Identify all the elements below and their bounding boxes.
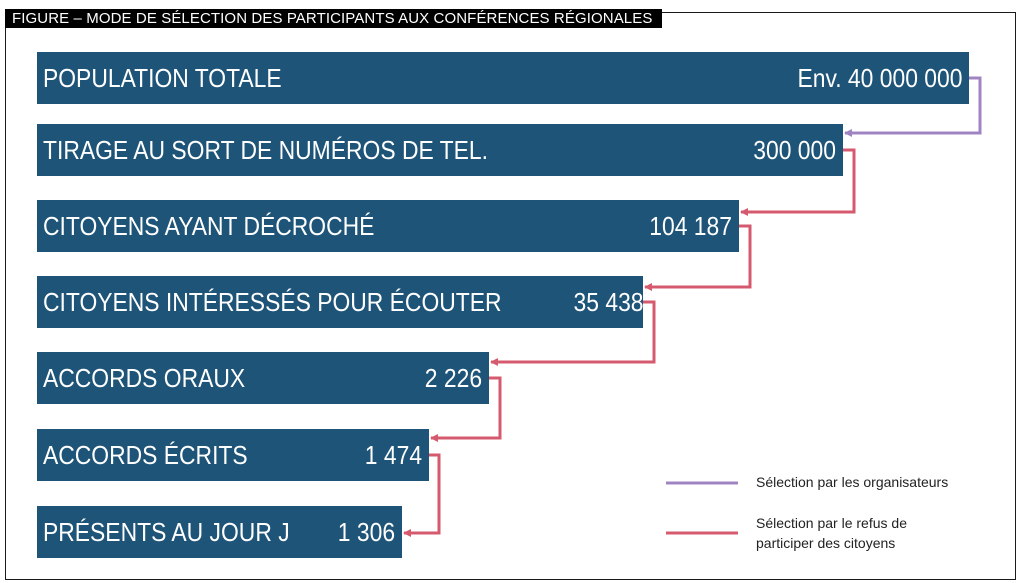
step-label: CITOYENS AYANT DÉCROCHÉ — [43, 210, 375, 241]
refusal-arrow-1 — [740, 148, 856, 216]
step-value: 1 474 — [364, 439, 422, 470]
step-citoyens-interesses: CITOYENS INTÉRESSÉS POUR ÉCOUTER 35 438 — [37, 276, 643, 328]
step-value: Env. 40 000 000 — [797, 62, 962, 93]
step-population-totale: POPULATION TOTALE Env. 40 000 000 — [37, 52, 969, 104]
organiser-selection-arrow — [844, 76, 982, 137]
step-accords-ecrits: ACCORDS ÉCRITS 1 474 — [37, 429, 429, 481]
refusal-arrow-4 — [430, 376, 502, 442]
figure-title: FIGURE – MODE DE SÉLECTION DES PARTICIPA… — [5, 9, 663, 28]
legend-refusal-label-line1: Sélection par le refus de — [756, 515, 907, 531]
step-label: ACCORDS ÉCRITS — [43, 439, 248, 470]
step-label: PRÉSENTS AU JOUR J — [43, 516, 290, 547]
refusal-arrow-5 — [403, 453, 441, 537]
step-label: POPULATION TOTALE — [43, 62, 282, 93]
step-label: CITOYENS INTÉRESSÉS POUR ÉCOUTER — [43, 286, 502, 317]
refusal-arrow-3 — [490, 300, 656, 366]
step-label: TIRAGE AU SORT DE NUMÉROS DE TEL. — [43, 134, 488, 165]
step-value: 104 187 — [649, 210, 732, 241]
legend-organisers-label: Sélection par les organisateurs — [756, 474, 949, 490]
legend-refusal-label-line2: participer des citoyens — [756, 535, 896, 551]
step-tirage-au-sort: TIRAGE AU SORT DE NUMÉROS DE TEL. 300 00… — [37, 124, 843, 176]
step-accords-oraux: ACCORDS ORAUX 2 226 — [37, 352, 489, 404]
step-value: 300 000 — [753, 134, 836, 165]
step-value: 2 226 — [424, 362, 482, 393]
step-citoyens-ayant-decroche: CITOYENS AYANT DÉCROCHÉ 104 187 — [37, 200, 739, 252]
refusal-arrow-2 — [644, 224, 752, 291]
step-value: 35 438 — [573, 286, 643, 317]
step-label: ACCORDS ORAUX — [43, 362, 246, 393]
step-value: 1 306 — [337, 516, 395, 547]
step-presents-au-jour-j: PRÉSENTS AU JOUR J 1 306 — [37, 506, 402, 558]
